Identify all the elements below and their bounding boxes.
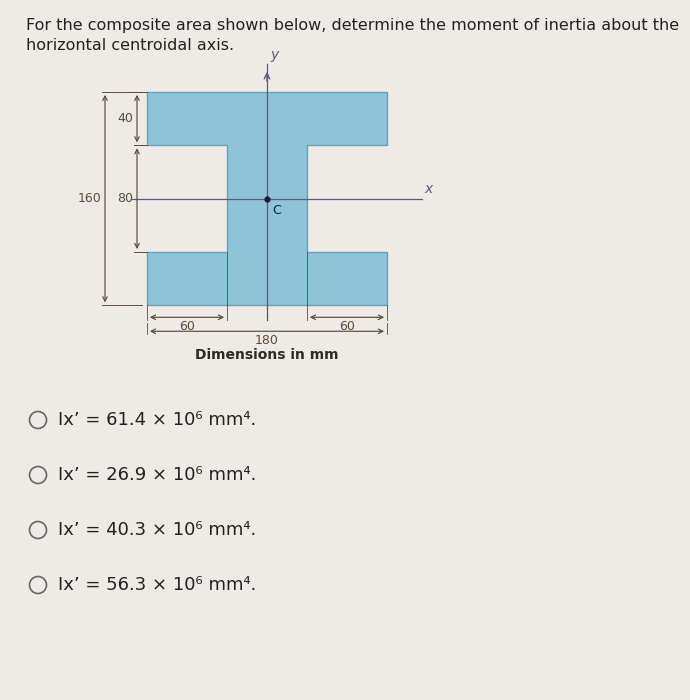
Text: 80: 80 [117,192,133,205]
Text: Ix’ = 40.3 × 10⁶ mm⁴.: Ix’ = 40.3 × 10⁶ mm⁴. [58,521,256,539]
Text: Ix’ = 61.4 × 10⁶ mm⁴.: Ix’ = 61.4 × 10⁶ mm⁴. [58,411,256,429]
Text: y: y [270,48,278,62]
Text: 60: 60 [339,321,355,333]
Text: 60: 60 [179,321,195,333]
Text: Ix’ = 26.9 × 10⁶ mm⁴.: Ix’ = 26.9 × 10⁶ mm⁴. [58,466,257,484]
Text: For the composite area shown below, determine the moment of inertia about the: For the composite area shown below, dete… [26,18,679,33]
Text: horizontal centroidal axis.: horizontal centroidal axis. [26,38,234,53]
Polygon shape [147,92,387,305]
Text: Ix’ = 56.3 × 10⁶ mm⁴.: Ix’ = 56.3 × 10⁶ mm⁴. [58,576,257,594]
Text: x: x [424,181,432,195]
Text: C: C [272,204,281,216]
Text: 160: 160 [77,192,101,205]
Text: Dimensions in mm: Dimensions in mm [195,349,339,363]
Text: 40: 40 [117,112,133,125]
Text: 180: 180 [255,335,279,347]
